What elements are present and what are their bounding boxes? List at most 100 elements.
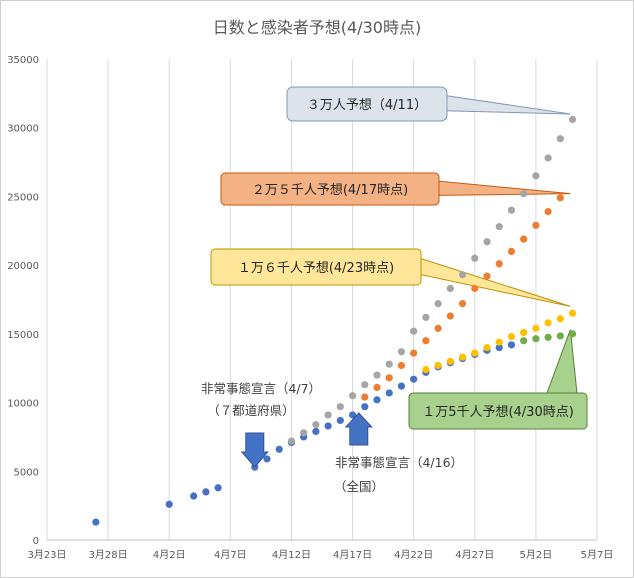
data-point bbox=[520, 190, 528, 198]
data-point bbox=[556, 194, 564, 202]
x-tick-label: 5月7日 bbox=[581, 549, 614, 561]
data-point bbox=[434, 361, 442, 370]
data-point bbox=[532, 335, 540, 343]
data-point bbox=[300, 429, 308, 437]
data-point bbox=[434, 324, 442, 332]
data-point bbox=[165, 500, 173, 508]
x-tick-label: 4月2日 bbox=[153, 549, 186, 561]
chart-title: 日数と感染者予想(4/30時点) bbox=[213, 18, 421, 37]
data-point bbox=[544, 207, 552, 216]
arrow-down-icon bbox=[240, 432, 269, 468]
data-point bbox=[397, 361, 406, 370]
data-point bbox=[410, 349, 418, 357]
data-point bbox=[434, 300, 442, 308]
data-point bbox=[92, 518, 100, 526]
data-point bbox=[263, 455, 271, 463]
data-point bbox=[422, 365, 430, 374]
callout-label: １万5千人予想(4/30時点) bbox=[422, 404, 574, 420]
annotation-line2: （７都道府県） bbox=[207, 403, 295, 418]
data-point bbox=[556, 332, 564, 340]
data-point bbox=[324, 411, 332, 419]
callout-box bbox=[408, 392, 588, 430]
data-point bbox=[507, 206, 516, 214]
x-tick-label: 3月28日 bbox=[89, 549, 128, 561]
data-point bbox=[275, 445, 283, 453]
data-point bbox=[532, 324, 540, 332]
data-point bbox=[446, 357, 454, 365]
data-point bbox=[336, 403, 344, 411]
callout-pointer bbox=[444, 94, 571, 115]
data-point bbox=[507, 333, 516, 341]
data-point bbox=[385, 374, 393, 382]
y-tick-label: 30000 bbox=[7, 124, 39, 135]
y-tick-label: 25000 bbox=[7, 192, 39, 203]
data-point bbox=[385, 389, 393, 397]
data-point bbox=[385, 360, 393, 368]
data-point bbox=[422, 337, 430, 345]
data-point bbox=[483, 238, 491, 246]
data-point bbox=[544, 319, 552, 327]
data-point bbox=[532, 172, 540, 180]
data-point bbox=[446, 284, 454, 293]
data-point bbox=[532, 221, 540, 229]
data-point bbox=[312, 420, 320, 429]
y-tick-label: 5000 bbox=[14, 467, 39, 478]
data-point bbox=[495, 338, 503, 346]
data-point bbox=[287, 437, 296, 445]
x-tick-label: 5月2日 bbox=[520, 549, 553, 561]
annotation-line2: （全国） bbox=[334, 479, 384, 494]
data-point bbox=[397, 348, 406, 356]
x-tick-label: 4月7日 bbox=[214, 549, 247, 561]
data-point bbox=[373, 383, 381, 392]
data-point bbox=[361, 393, 369, 401]
y-tick-label: 15000 bbox=[7, 330, 39, 341]
data-point bbox=[458, 271, 467, 279]
data-point bbox=[471, 349, 479, 357]
callout-pointer bbox=[546, 329, 578, 394]
data-point bbox=[361, 381, 369, 389]
data-point bbox=[446, 312, 454, 320]
data-point bbox=[348, 411, 357, 419]
data-point bbox=[458, 353, 467, 361]
callout-label: １万６千人予想(4/23時点) bbox=[238, 260, 394, 276]
data-point bbox=[471, 254, 479, 262]
callout-label: ２万５千人予想(4/17時点) bbox=[252, 182, 408, 198]
data-point bbox=[361, 403, 369, 411]
x-tick-label: 4月27日 bbox=[455, 549, 494, 561]
y-tick-label: 35000 bbox=[7, 55, 39, 66]
data-point bbox=[483, 272, 491, 280]
data-point bbox=[568, 115, 577, 124]
data-point bbox=[507, 247, 516, 255]
data-point bbox=[190, 492, 198, 500]
data-point bbox=[520, 337, 528, 345]
data-point bbox=[556, 135, 564, 143]
callout-pointer bbox=[418, 257, 571, 307]
data-point bbox=[373, 396, 381, 404]
data-point bbox=[214, 484, 222, 492]
data-point bbox=[373, 371, 381, 379]
data-point bbox=[336, 416, 344, 425]
data-point bbox=[312, 427, 320, 436]
x-tick-label: 3月23日 bbox=[27, 549, 66, 561]
annotation-line1: 非常事態宣言（4/16） bbox=[335, 455, 463, 470]
callout-pointer bbox=[436, 180, 571, 196]
y-tick-label: 10000 bbox=[7, 399, 39, 410]
data-point bbox=[568, 330, 577, 338]
data-point bbox=[483, 344, 491, 352]
data-point bbox=[495, 223, 503, 231]
x-tick-label: 4月17日 bbox=[333, 549, 372, 561]
callout-box bbox=[220, 172, 440, 206]
data-point bbox=[544, 154, 552, 162]
data-point bbox=[422, 313, 430, 321]
callout-label: ３万人予想（4/11） bbox=[307, 97, 427, 113]
annotation-line1: 非常事態宣言（4/7） bbox=[201, 381, 321, 396]
data-point bbox=[471, 284, 479, 293]
data-point bbox=[324, 422, 332, 430]
data-point bbox=[507, 341, 516, 349]
data-point bbox=[397, 382, 406, 390]
x-tick-label: 4月12日 bbox=[272, 549, 311, 561]
data-point bbox=[348, 392, 357, 400]
callout-box bbox=[210, 248, 422, 286]
